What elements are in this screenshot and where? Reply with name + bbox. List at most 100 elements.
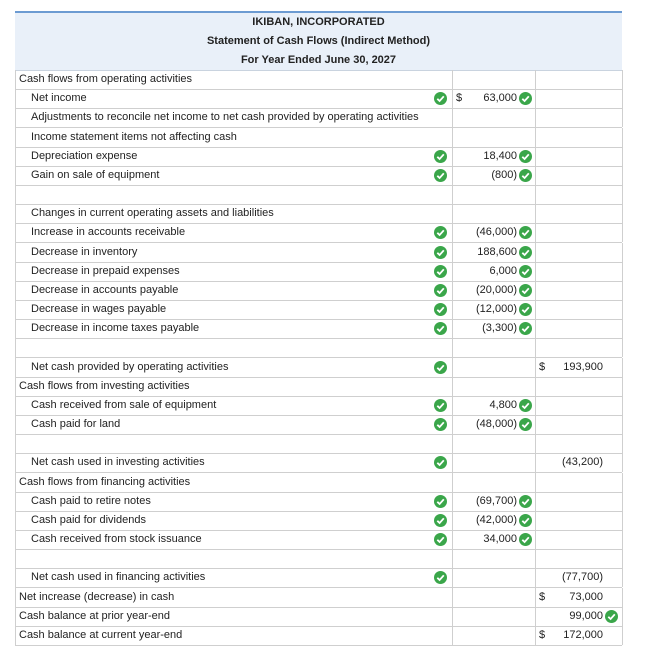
label-cell [15,549,453,569]
check-icon [434,149,447,163]
check-icon [519,322,532,336]
statement-row: Net income $63,000 [15,89,623,110]
statement-row: Income statement items not affecting cas… [15,127,623,148]
check-icon [434,283,447,297]
row-label: Cash flows from investing activities [19,379,190,392]
row-label: Cash paid for dividends [31,513,146,526]
check-icon [519,149,532,163]
label-cell: Cash received from stock issuance [15,530,453,550]
total-cell [535,70,623,89]
statement-row: Decrease in wages payable (12,000) [15,300,623,320]
amount: 63,000 [483,92,517,105]
check-icon [434,513,447,527]
amount-cell [452,70,536,89]
amount-cell: 4,800 [452,395,536,415]
label-cell: Income statement items not affecting cas… [15,127,453,147]
label-cell: Gain on sale of equipment [15,165,453,185]
statement-row [15,434,623,455]
check-icon [519,418,532,432]
check-icon [434,92,447,106]
amount: (12,000) [476,303,517,315]
amount-cell: 188,600 [452,242,536,262]
total-cell [535,376,623,396]
total-cell [535,204,623,224]
label-cell: Net income [15,89,453,109]
amount-cell [452,453,536,473]
statement-row: Net cash provided by operating activitie… [15,357,623,378]
amount: 6,000 [489,264,517,277]
total-cell: (77,700) [535,568,623,588]
check-icon [519,283,532,297]
statement-row: Cash received from stock issuance 34,000 [15,530,623,551]
label-cell: Cash flows from financing activities [15,472,453,492]
check-icon [434,168,447,182]
row-label: Cash paid for land [31,418,121,431]
total-cell [535,510,623,530]
dollar-sign: $ [539,360,546,373]
label-cell: Decrease in income taxes payable [15,319,453,339]
label-cell: Changes in current operating assets and … [15,204,453,224]
total-cell [535,472,623,492]
row-label: Decrease in accounts payable [31,283,179,296]
total-cell [535,395,623,415]
row-label: Gain on sale of equipment [31,168,160,181]
statement-row: Depreciation expense 18,400 [15,146,623,167]
check-icon [434,571,447,585]
amount-cell: 34,000 [452,530,536,550]
statement-row: Cash flows from financing activities [15,472,623,493]
row-label: Changes in current operating assets and … [31,207,274,220]
statement-row: Changes in current operating assets and … [15,204,623,225]
amount-cell [452,472,536,492]
check-icon [605,609,618,623]
row-label: Decrease in inventory [31,245,138,258]
check-icon [519,398,532,412]
check-icon [519,494,532,508]
row-label: Cash received from sale of equipment [31,398,217,411]
total-cell [535,127,623,147]
row-label: Net cash used in investing activities [31,456,205,469]
amount-cell [452,568,536,588]
check-icon [519,533,532,547]
row-label: Adjustments to reconcile net income to n… [31,111,419,124]
statement-row [15,549,623,570]
statement-row: Cash paid for land (48,000) [15,415,623,436]
check-icon [434,456,447,470]
dollar-sign: $ [539,590,546,603]
amount: 4,800 [489,398,517,411]
row-label: Depreciation expense [31,149,138,162]
statement-row [15,185,623,205]
amount-cell [452,587,536,607]
total-cell [535,530,623,550]
row-label: Net increase (decrease) in cash [19,590,175,603]
row-label: Cash flows from financing activities [19,475,191,488]
check-icon [519,226,532,240]
check-icon [434,533,447,547]
total-cell [535,89,623,109]
row-label: Cash balance at current year-end [19,628,183,641]
total-cell [535,319,623,339]
label-cell [15,338,453,358]
amount-cell [452,185,536,204]
check-icon [519,92,532,106]
statement-row: Decrease in accounts payable (20,000) [15,280,623,301]
statement-row: Net cash used in financing activities (77… [15,568,623,589]
label-cell: Net increase (decrease) in cash [15,587,453,607]
label-cell [15,434,453,454]
label-cell: Cash balance at prior year-end [15,606,453,626]
statement-row: Cash received from sale of equipment 4,80… [15,395,623,416]
amount-cell: 6,000 [452,261,536,281]
label-cell: Cash paid for dividends [15,510,453,530]
total-cell: (43,200) [535,453,623,473]
label-cell: Cash flows from investing activities [15,376,453,396]
label-cell [15,185,453,204]
amount-cell [452,606,536,626]
amount-cell [452,549,536,569]
total-cell [535,108,623,128]
label-cell: Net cash used in financing activities [15,568,453,588]
label-cell: Decrease in inventory [15,242,453,262]
label-cell: Decrease in wages payable [15,300,453,319]
amount: (20,000) [476,283,517,296]
total-cell: $193,900 [535,357,623,377]
statement-row: Decrease in prepaid expenses 6,000 [15,261,623,282]
